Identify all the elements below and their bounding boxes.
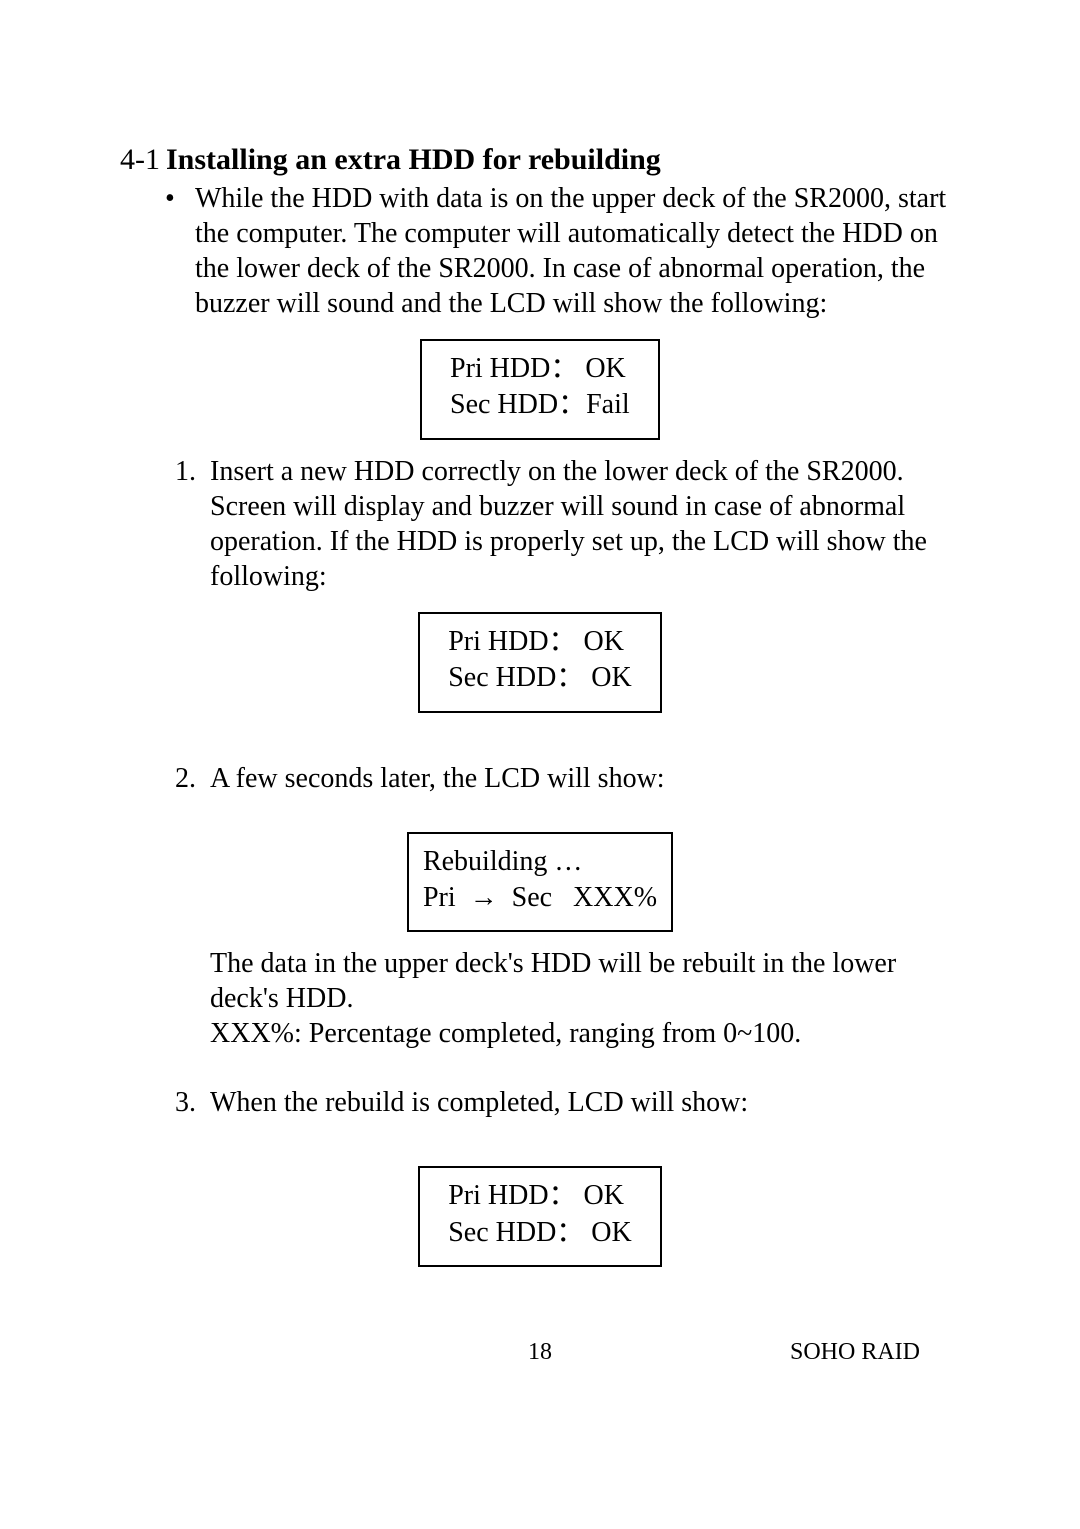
- lcd2-line2: Sec HDD： OK: [448, 660, 632, 696]
- lcd-display-3: Rebuilding … Pri → Sec XXX%: [407, 832, 673, 933]
- step-1-marker: 1.: [175, 454, 196, 489]
- lcd4-line1: Pri HDD： OK: [448, 1178, 632, 1214]
- section-heading: 4-1Installing an extra HDD for rebuildin…: [120, 140, 960, 179]
- after-lcd3-b: XXX%: Percentage completed, ranging from…: [120, 1016, 960, 1051]
- page-number: 18: [528, 1339, 552, 1366]
- spacer: [120, 1120, 960, 1148]
- lcd3-line2: Pri → Sec XXX%: [423, 880, 657, 916]
- spacer: [120, 1051, 960, 1079]
- step-2-text: A few seconds later, the LCD will show:: [210, 763, 665, 794]
- lcd2-line1: Pri HDD： OK: [448, 624, 632, 660]
- lcd-display-2: Pri HDD： OK Sec HDD： OK: [418, 612, 662, 713]
- step-3: 3. When the rebuild is completed, LCD wi…: [120, 1085, 960, 1120]
- after-lcd3-a: The data in the upper deck's HDD will be…: [120, 946, 960, 1016]
- step-3-marker: 3.: [175, 1085, 196, 1120]
- lcd4-line2: Sec HDD： OK: [448, 1215, 632, 1251]
- lcd-display-4: Pri HDD： OK Sec HDD： OK: [418, 1166, 662, 1267]
- spacer: [120, 796, 960, 814]
- intro-text: While the HDD with data is on the upper …: [195, 183, 946, 319]
- spacer: [120, 727, 960, 755]
- step-2-marker: 2.: [175, 761, 196, 796]
- lcd3-line1: Rebuilding …: [423, 844, 657, 880]
- lcd1-line1: Pri HDD： OK: [450, 351, 630, 387]
- section-title: Installing an extra HDD for rebuilding: [166, 143, 661, 176]
- step-2: 2. A few seconds later, the LCD will sho…: [120, 761, 960, 796]
- step-1-text: Insert a new HDD correctly on the lower …: [210, 456, 927, 592]
- document-page: 4-1Installing an extra HDD for rebuildin…: [0, 0, 1080, 1529]
- footer-brand: SOHO RAID: [790, 1339, 920, 1366]
- step-3-text: When the rebuild is completed, LCD will …: [210, 1087, 748, 1118]
- section-number: 4-1: [120, 143, 160, 176]
- lcd1-line2: Sec HDD：Fail: [450, 387, 630, 423]
- step-1: 1. Insert a new HDD correctly on the low…: [120, 454, 960, 594]
- intro-bullet: While the HDD with data is on the upper …: [120, 181, 960, 321]
- lcd-display-1: Pri HDD： OK Sec HDD：Fail: [420, 339, 660, 440]
